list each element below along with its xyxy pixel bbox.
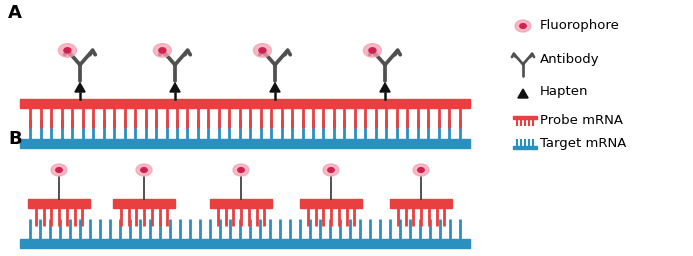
Polygon shape [75, 83, 85, 92]
Ellipse shape [58, 44, 76, 57]
Text: Antibody: Antibody [540, 54, 599, 67]
Polygon shape [518, 89, 528, 98]
Ellipse shape [136, 164, 152, 176]
Bar [20, 239, 470, 248]
Ellipse shape [153, 44, 171, 57]
Text: Hapten: Hapten [540, 84, 588, 98]
Ellipse shape [64, 48, 71, 53]
Text: A: A [8, 4, 22, 22]
Ellipse shape [141, 168, 147, 172]
Polygon shape [270, 83, 280, 92]
Bar [113, 199, 175, 208]
Bar [390, 199, 452, 208]
Bar [28, 199, 90, 208]
Bar [20, 139, 470, 148]
Polygon shape [380, 83, 390, 92]
Ellipse shape [56, 168, 62, 172]
Text: Fluorophore: Fluorophore [540, 19, 620, 33]
Ellipse shape [363, 44, 381, 57]
Ellipse shape [159, 48, 166, 53]
Ellipse shape [418, 168, 424, 172]
Ellipse shape [413, 164, 429, 176]
Text: Target mRNA: Target mRNA [540, 137, 626, 151]
Ellipse shape [520, 24, 526, 28]
Bar [513, 116, 537, 119]
Text: B: B [8, 130, 21, 148]
Bar [300, 199, 362, 208]
Bar [513, 146, 537, 149]
Ellipse shape [254, 44, 272, 57]
Ellipse shape [328, 168, 334, 172]
Ellipse shape [515, 20, 531, 32]
Text: Probe mRNA: Probe mRNA [540, 114, 623, 127]
Ellipse shape [323, 164, 339, 176]
Ellipse shape [238, 168, 244, 172]
Ellipse shape [233, 164, 249, 176]
Bar [210, 199, 272, 208]
Ellipse shape [259, 48, 266, 53]
Ellipse shape [51, 164, 67, 176]
Ellipse shape [369, 48, 376, 53]
Bar [20, 99, 470, 108]
Polygon shape [170, 83, 180, 92]
